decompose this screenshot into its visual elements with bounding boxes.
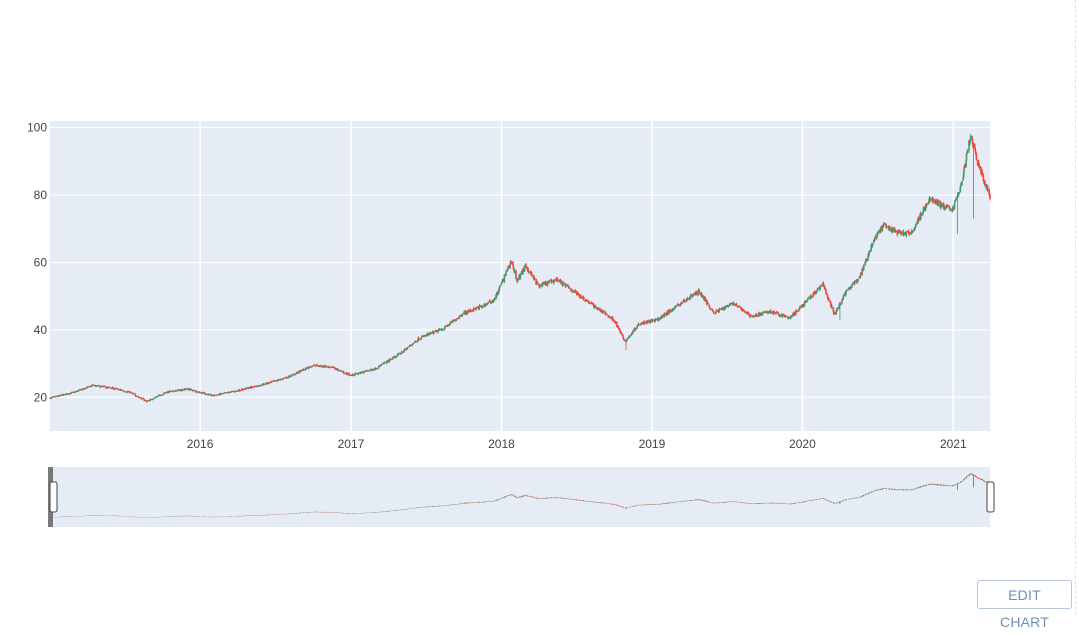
edit-chart-button[interactable]: EDIT CHART bbox=[977, 580, 1072, 609]
x-tick-label: 2017 bbox=[338, 437, 365, 451]
y-tick-label: 80 bbox=[34, 188, 48, 202]
x-tick-label: 2020 bbox=[789, 437, 816, 451]
y-tick-label: 20 bbox=[34, 390, 48, 404]
x-tick-label: 2021 bbox=[940, 437, 967, 451]
x-axis-ticks: 2016 2017 2018 2019 2020 2021 bbox=[187, 437, 967, 451]
candle bbox=[357, 374, 359, 375]
candle bbox=[944, 206, 946, 210]
y-axis-ticks: 20 40 60 80 100 bbox=[27, 121, 47, 405]
candle bbox=[413, 343, 415, 344]
candle bbox=[954, 201, 956, 210]
y-tick-label: 100 bbox=[27, 121, 47, 135]
x-tick-label: 2016 bbox=[187, 437, 214, 451]
x-tick-label: 2019 bbox=[639, 437, 666, 451]
candle bbox=[515, 270, 517, 279]
page-scrollbar[interactable] bbox=[1075, 0, 1077, 614]
x-tick-label: 2018 bbox=[488, 437, 515, 451]
candlestick-chart: 20 40 60 80 100 2016 2017 2018 2019 2020 2021 bbox=[0, 0, 1079, 614]
y-tick-label: 40 bbox=[34, 323, 48, 337]
range-slider-right-handle[interactable] bbox=[987, 482, 994, 512]
candle bbox=[819, 286, 821, 291]
y-tick-label: 60 bbox=[34, 256, 48, 270]
candle bbox=[234, 392, 236, 393]
